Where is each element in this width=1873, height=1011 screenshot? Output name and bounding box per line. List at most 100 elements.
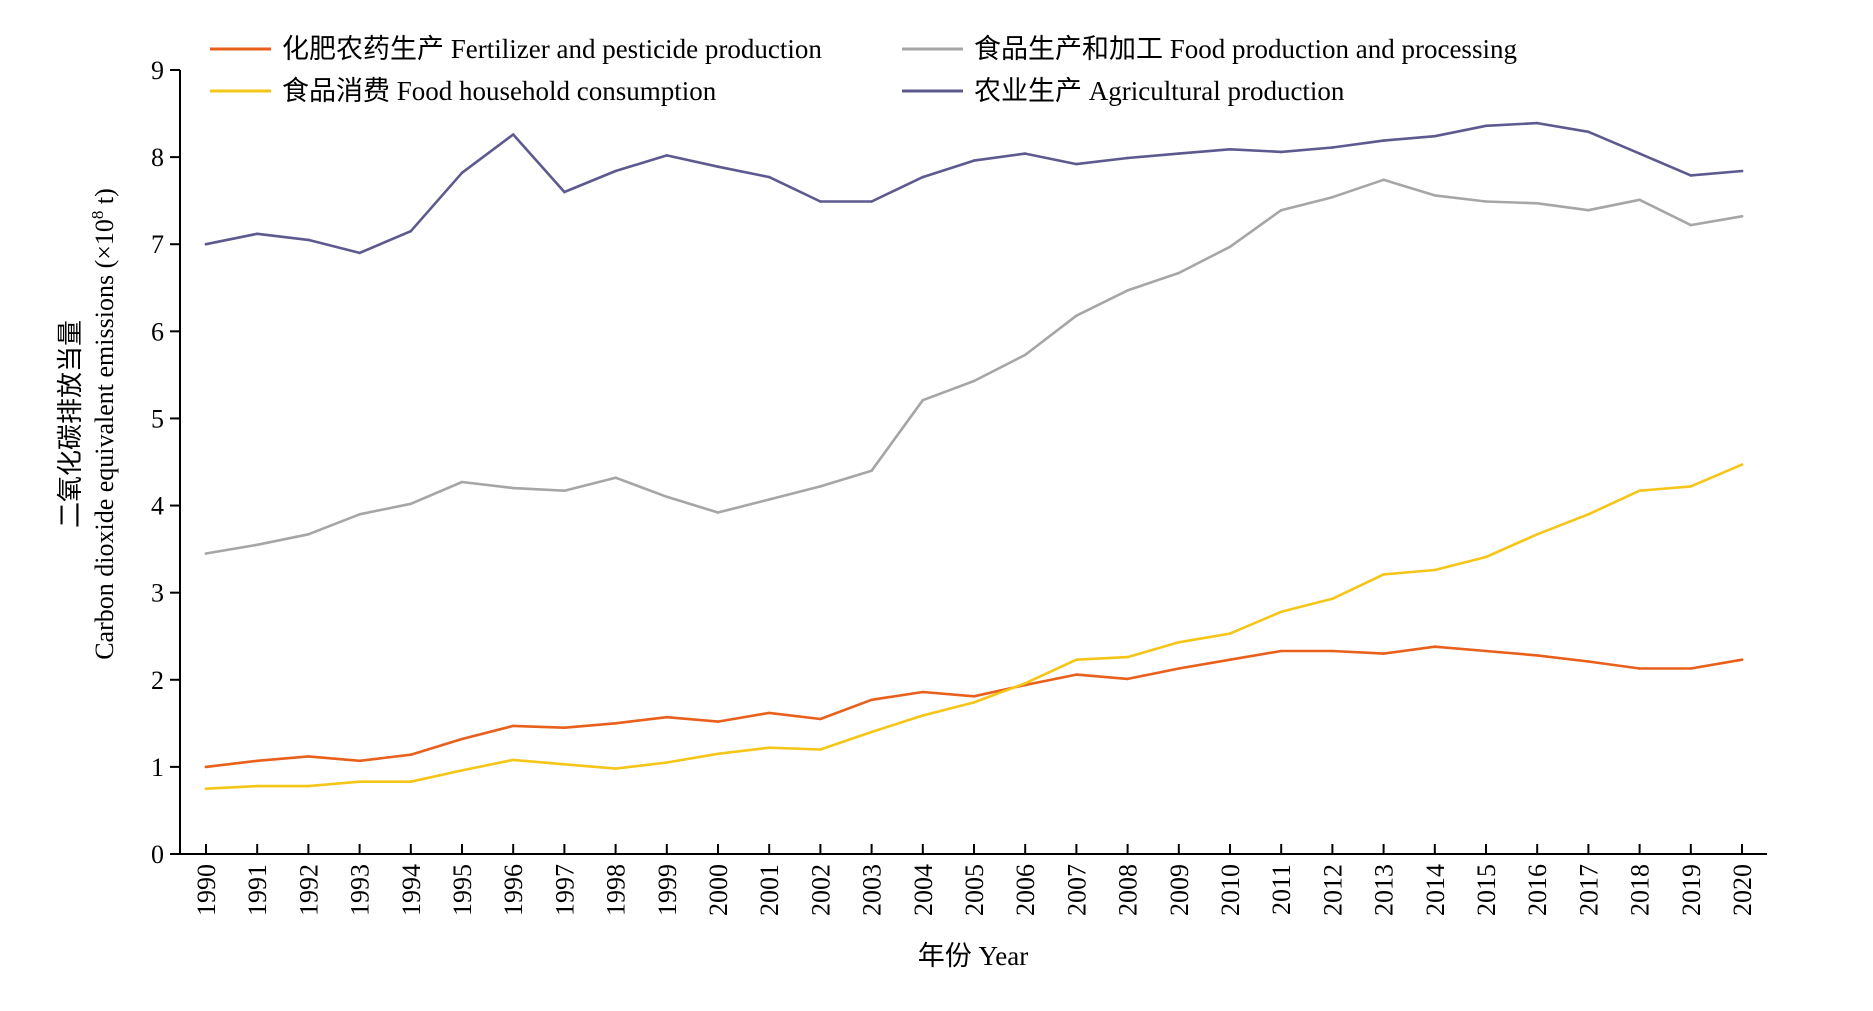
data-point [409,502,413,506]
data-point [1689,667,1693,670]
data-point [1228,148,1232,151]
data-point [716,720,720,723]
data-point [511,486,515,490]
data-point [1587,513,1590,516]
data-point [767,711,771,715]
data-point [1535,202,1539,205]
data-point [1177,641,1181,644]
x-tick-label: 1997 [550,864,579,916]
data-point [460,480,464,484]
axes [179,70,1767,855]
data-point [1228,245,1232,249]
data-point [1075,658,1078,661]
data-point [1382,573,1385,576]
legend-label: 化肥农药生产 Fertilizer and pesticide producti… [282,34,822,64]
x-tick-label: 1995 [448,864,477,916]
x-tick-label: 2009 [1165,864,1194,916]
data-point [1689,223,1693,227]
y-tick-label: 6 [151,317,164,346]
legend-item: 农业生产 Agricultural production [902,76,1345,106]
y-tick-label: 8 [151,143,164,172]
data-point [1740,169,1744,173]
data-point [409,780,413,783]
data-point [1331,146,1334,149]
data-point [614,722,617,725]
y-tick-label: 9 [151,56,164,85]
x-tick-label: 2008 [1114,864,1143,916]
data-point [1638,152,1641,155]
data-point [767,746,771,749]
y-tick-label: 3 [151,579,164,608]
data-point [1484,124,1488,128]
data-point [1433,568,1437,572]
x-tick-label: 2011 [1267,864,1296,915]
x-tick-label: 2002 [806,864,835,916]
data-point [358,780,361,783]
data-point [1535,121,1539,125]
x-tick-label: 1999 [653,864,682,916]
data-point [358,251,361,255]
x-tick-label: 2013 [1370,864,1399,916]
data-point [716,752,720,756]
series-line [204,121,1744,255]
x-tick-label: 2005 [960,864,989,916]
data-point [307,238,310,242]
y-tick-label: 7 [151,230,164,259]
data-point [614,476,617,480]
x-tick-label: 2012 [1318,864,1347,916]
x-tick-label: 2004 [909,864,938,916]
data-point [255,784,259,788]
data-point [614,767,617,770]
data-point [1023,353,1027,357]
data-point [409,753,413,756]
data-point [716,511,720,514]
data-point [1177,152,1181,155]
data-point [1331,649,1334,653]
x-tick-label: 2000 [704,864,733,916]
data-point [921,690,925,694]
data-point [1484,200,1488,203]
x-tick-label: 2017 [1574,864,1603,916]
data-point [1638,667,1641,670]
data-point [1587,208,1590,212]
x-tick-label: 2003 [858,864,887,916]
data-point [255,759,259,763]
x-tick-label: 2015 [1472,864,1501,916]
data-point [767,175,771,179]
y-tick-label: 2 [151,666,164,695]
data-point [972,159,976,162]
data-point [1126,677,1129,681]
data-point [870,730,873,734]
series-group [204,463,1744,791]
data-point [870,469,873,473]
y-axis-label-cn: 二氧化碳排放当量 [56,320,85,528]
series-group [204,178,1744,555]
y-tick-label: 0 [151,840,164,869]
data-point [1433,134,1437,138]
data-point [1279,208,1283,212]
y-axis-label-sup: 8 [88,211,107,220]
x-tick-label: 1994 [397,864,426,916]
data-point [563,190,566,194]
data-point [204,787,208,790]
data-point [358,759,361,763]
x-tick-label: 1992 [294,864,323,916]
series-line [204,645,1744,769]
data-point [511,133,515,136]
x-tick-label: 2018 [1626,864,1655,916]
y-axis-label-en-main: Carbon dioxide equivalent emissions (×10 [90,219,119,660]
y-axis-label-en: Carbon dioxide equivalent emissions (×10… [88,188,119,660]
data-point [307,784,310,788]
data-point [204,242,208,246]
data-point [358,513,361,516]
x-tick-label: 1998 [602,864,631,916]
x-tick-label: 1993 [346,864,375,916]
data-point [1177,271,1181,275]
legend-label: 食品消费 Food household consumption [282,76,717,106]
data-point [972,379,976,383]
x-tick-label: 2001 [755,864,784,916]
data-point [1023,152,1027,155]
data-point [1484,555,1488,559]
x-axis-label: 年份 Year [918,941,1029,971]
